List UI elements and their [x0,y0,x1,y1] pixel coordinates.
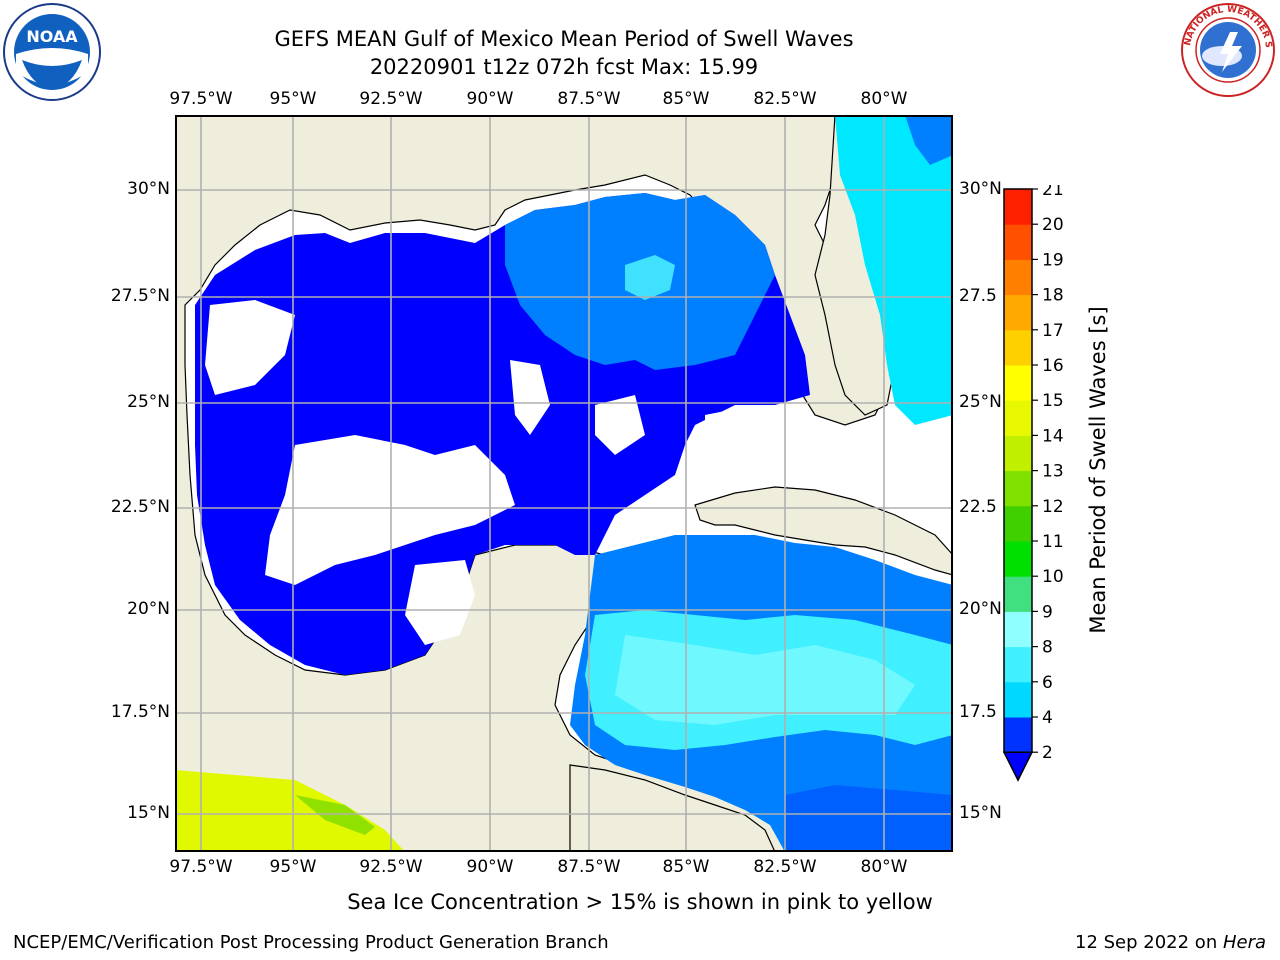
colorbar-segment-1 [1004,681,1032,718]
lon-label-bottom-3: 90°W [466,857,514,877]
field-atlantic-blue [905,115,953,165]
field-atlantic [835,115,953,425]
colorbar-segment-7 [1004,470,1032,507]
colorbar-tick-label-1: 4 [1042,708,1053,728]
lon-label-bottom-1: 95°W [269,857,317,877]
lat-label-left-3: 22.5°N [110,497,170,517]
lat-label-right-1: 27.5 [959,286,997,306]
map-gridlines [175,115,953,852]
colorbar-tick-label-15: 20 [1042,215,1064,235]
colorbar-tick-label-9: 14 [1042,426,1064,446]
field-nodata-2 [265,435,515,585]
colorbar-segment-3 [1004,611,1032,648]
footer-host: Hera [1222,932,1266,953]
colorbar-tick-label-7: 12 [1042,497,1064,517]
colorbar-segment-14 [1004,224,1032,260]
colorbar-tick-label-4: 9 [1042,602,1053,622]
colorbar-segment-12 [1004,294,1032,331]
lat-label-right-6: 15°N [959,803,1002,823]
lat-label-left-1: 27.5°N [110,286,170,306]
lon-label-bottom-7: 80°W [860,857,908,877]
lon-label-top-0: 97.5°W [169,89,233,109]
colorbar-tick-label-16: 21 [1042,185,1064,200]
colorbar-segment-9 [1004,400,1032,436]
lat-label-left-0: 30°N [127,179,170,199]
footer-right: 12 Sep 2022 on Hera [1075,932,1266,953]
colorbar-tick-label-5: 10 [1042,567,1064,587]
colorbar-tick-label-13: 18 [1042,286,1064,306]
lat-label-left-4: 20°N [127,599,170,619]
lon-label-bottom-4: 87.5°W [557,857,621,877]
colorbar-tick-label-8: 13 [1042,462,1064,482]
lon-label-bottom-2: 92.5°W [359,857,423,877]
colorbar: 2 4 6 8 9 10 11 12 13 14 15 16 17 18 19 20 21 [1002,185,1064,782]
lon-label-bottom-0: 97.5°W [169,857,233,877]
footer-left: NCEP/EMC/Verification Post Processing Pr… [13,932,609,953]
lon-label-bottom-5: 85°W [662,857,710,877]
colorbar-segment-4 [1004,576,1032,612]
lat-label-left-6: 15°N [127,803,170,823]
field-pacific [175,770,405,852]
colorbar-tick-label-0: 2 [1042,743,1053,763]
lat-label-left-2: 25°N [127,392,170,412]
lon-label-top-3: 90°W [466,89,514,109]
field-nodata-3 [405,560,475,645]
field-caribbean-light [615,635,915,725]
footnote: Sea Ice Concentration > 15% is shown in … [347,890,933,914]
field-south-blue [785,785,953,852]
colorbar-segment-13 [1004,259,1032,296]
colorbar-tick-label-12: 17 [1042,321,1064,341]
field-nodata-4 [510,360,550,435]
lat-label-right-2: 25°N [959,392,1002,412]
colorbar-segment-8 [1004,435,1032,472]
colorbar-segment-2 [1004,646,1032,683]
lat-label-left-5: 17.5°N [110,702,170,722]
footer-date: 12 Sep 2022 on [1075,932,1223,953]
colorbar-tick-label-11: 16 [1042,356,1064,376]
nws-logo: NATIONAL WEATHER SERVICE [1177,0,1276,98]
land-central-america [569,764,776,852]
svg-text:NOAA: NOAA [26,27,78,46]
field-nodata-5 [595,395,645,455]
lon-label-top-1: 95°W [269,89,317,109]
lon-label-top-4: 87.5°W [557,89,621,109]
lon-label-bottom-6: 82.5°W [753,857,817,877]
colorbar-extend-triangle [1002,751,1034,782]
colorbar-tick-label-10: 15 [1042,391,1064,411]
noaa-logo-icon: NOAA [3,3,101,101]
colorbar-tick-label-6: 11 [1042,532,1064,552]
lat-label-right-4: 20°N [959,599,1002,619]
field-nodata-6 [705,405,795,480]
chart-title: GEFS MEAN Gulf of Mexico Mean Period of … [274,27,854,51]
map-frame [175,115,953,852]
field-nodata-1 [205,300,295,395]
colorbar-tick-label-3: 8 [1042,638,1053,658]
colorbar-segment-11 [1004,329,1032,366]
lat-label-right-0: 30°N [959,179,1002,199]
field-pacific-green [295,795,375,835]
noaa-logo: NOAA [2,2,102,102]
lat-label-right-5: 17.5 [959,702,997,722]
lon-label-top-6: 82.5°W [753,89,817,109]
lat-label-right-3: 22.5 [959,497,997,517]
colorbar-tick-label-14: 19 [1042,250,1064,270]
colorbar-segment-6 [1004,505,1032,542]
lon-label-top-7: 80°W [860,89,908,109]
land-cuba [694,486,953,576]
colorbar-label: Mean Period of Swell Waves [s] [1086,306,1110,634]
colorbar-segment-0 [1004,717,1032,753]
colorbar-tick-label-2: 6 [1042,673,1053,693]
colorbar-segment-10 [1004,365,1032,401]
chart-subtitle: 20220901 t12z 072h fcst Max: 15.99 [369,55,759,79]
lon-label-top-5: 85°W [662,89,710,109]
colorbar-segment-15 [1004,189,1032,225]
field-east-gulf-cyan [625,255,675,300]
colorbar-segment-5 [1004,541,1032,577]
lon-label-top-2: 92.5°W [359,89,423,109]
wave-period-field [175,115,953,852]
map-plot [175,115,953,852]
nws-logo-icon: NATIONAL WEATHER SERVICE [1177,0,1275,97]
